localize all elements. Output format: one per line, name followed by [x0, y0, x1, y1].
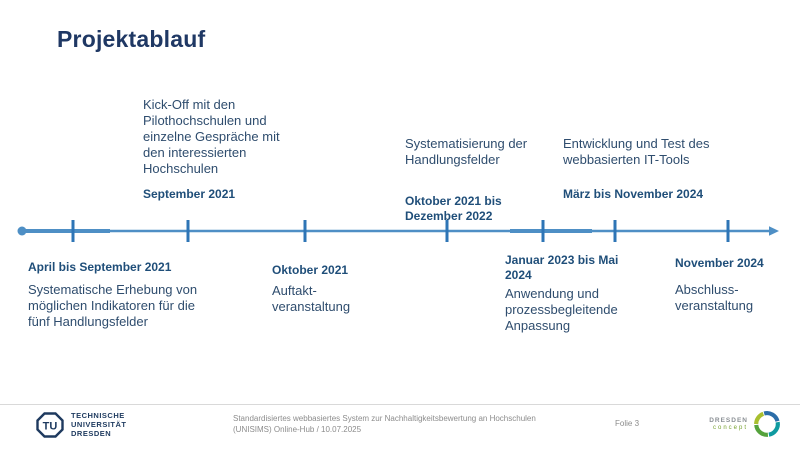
event-date: September 2021	[143, 187, 236, 201]
event-text: Auftakt-veranstaltung	[272, 283, 351, 314]
event-text: Kick-Off mit den Pilothochschulen und ei…	[143, 97, 280, 176]
timeline-event-above: Systematisierung der Handlungsfelder Okt…	[405, 136, 575, 224]
timeline-event-below: November 2024 Abschluss-veranstaltung	[675, 256, 791, 314]
footer-note: Standardisiertes webbasiertes System zur…	[233, 414, 536, 435]
event-text: Anwendung und prozessbegleitende Anpassu…	[505, 286, 618, 333]
tu-dresden-logo: TU TECHNISCHE UNIVERSITÄT DRESDEN	[36, 411, 127, 438]
tu-dresden-icon: TU	[36, 411, 64, 438]
event-date: März bis November 2024	[563, 187, 704, 201]
tu-wordmark-line3: DRESDEN	[71, 429, 112, 438]
timeline-arrowhead-icon	[769, 226, 779, 236]
event-text: Systematisierung der Handlungsfelder	[405, 136, 528, 167]
event-date: November 2024	[675, 256, 764, 270]
timeline-event-below: Januar 2023 bis Mai 2024 Anwendung und p…	[505, 253, 663, 334]
event-date: April bis September 2021	[28, 260, 172, 274]
dresden-concept-logo: DRESDEN concept	[700, 409, 782, 439]
tu-wordmark-line2: UNIVERSITÄT	[71, 420, 127, 429]
event-date: Januar 2023 bis Mai 2024	[505, 253, 619, 282]
footer-note-line1: Standardisiertes webbasiertes System zur…	[233, 414, 536, 423]
timeline-event-below: Oktober 2021 Auftakt-veranstaltung	[272, 263, 376, 315]
dc-wordmark-line2: concept	[712, 424, 748, 431]
tu-dresden-wordmark: TECHNISCHE UNIVERSITÄT DRESDEN	[71, 411, 127, 438]
event-text: Entwicklung und Test des webbasierten IT…	[563, 136, 710, 167]
footer-note-line2: (UNISIMS) Online-Hub / 10.07.2025	[233, 424, 362, 434]
dresden-concept-wordmark: DRESDEN concept	[700, 417, 748, 432]
event-text: Systematische Erhebung von möglichen Ind…	[28, 282, 198, 329]
event-text: Abschluss-veranstaltung	[675, 282, 754, 313]
dresden-concept-icon	[754, 411, 780, 437]
slide-number: Folie 3	[615, 419, 640, 428]
timeline-start-dot	[17, 226, 27, 236]
footer-divider	[0, 404, 800, 405]
timeline-event-below: April bis September 2021 Systematische E…	[28, 260, 200, 330]
timeline-event-above: Kick-Off mit den Pilothochschulen und ei…	[143, 97, 281, 202]
event-date: Oktober 2021 bis Dezember 2022	[405, 194, 502, 223]
timeline-axis	[17, 220, 779, 242]
page-title: Projektablauf	[57, 26, 206, 52]
tu-wordmark-line1: TECHNISCHE	[71, 411, 125, 420]
event-date: Oktober 2021	[272, 263, 349, 277]
timeline-event-above: Entwicklung und Test des webbasierten IT…	[563, 136, 711, 202]
dc-wordmark-line1: DRESDEN	[709, 416, 748, 424]
svg-text:TU: TU	[43, 420, 58, 432]
